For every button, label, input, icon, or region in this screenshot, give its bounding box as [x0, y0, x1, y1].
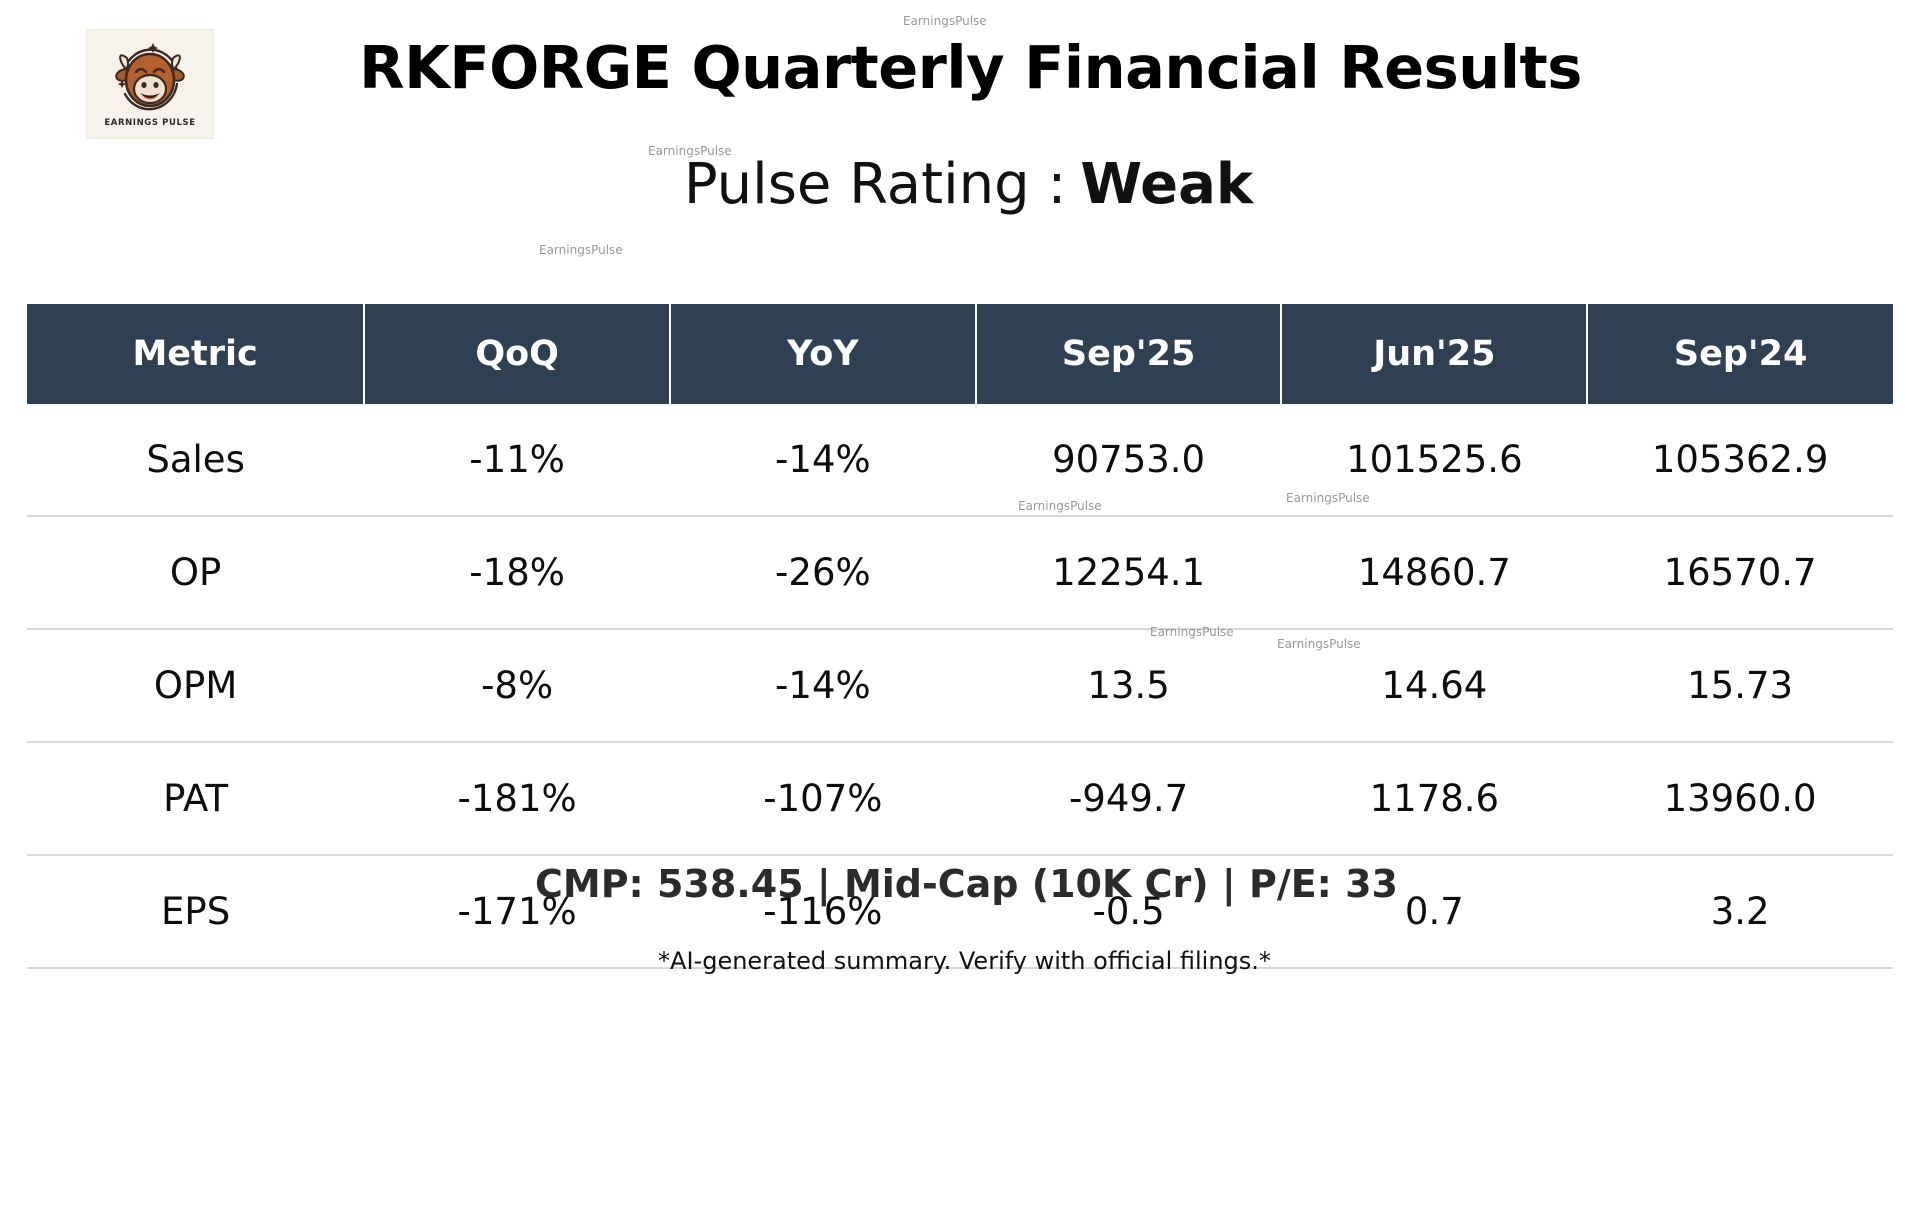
brand-logo: EARNINGS PULSE [86, 29, 214, 139]
cell-qoq: -171% [364, 855, 670, 969]
cell-metric: OP [27, 516, 365, 630]
pulse-rating-value: Weak [1080, 152, 1254, 217]
bull-mascot-icon [115, 43, 185, 111]
cell-sep24: 13960.0 [1587, 742, 1893, 856]
cell-metric: Sales [27, 404, 365, 517]
column-header-sep24: Sep'24 [1587, 304, 1893, 404]
cell-jun25: 14860.7 [1281, 516, 1588, 630]
cell-sep24: 105362.9 [1587, 404, 1893, 517]
cell-jun25: 1178.6 [1281, 742, 1588, 856]
cell-jun25: 101525.6 [1281, 404, 1588, 517]
table-row: OPM -8% -14% 13.5 14.64 15.73 [27, 629, 1893, 743]
pulse-rating-label: Pulse Rating : [683, 152, 1067, 217]
column-header-yoy: YoY [669, 304, 977, 404]
cmp-summary-line: CMP: 538.45 | Mid-Cap (10K Cr) | P/E: 33 [535, 862, 1398, 906]
cell-yoy: -107% [669, 742, 976, 856]
cell-metric: OPM [27, 629, 365, 743]
column-header-sep25: Sep'25 [975, 304, 1283, 404]
watermark: EarningsPulse [903, 14, 987, 28]
watermark: EarningsPulse [539, 243, 623, 257]
table-row: EPS -171% -116% -0.5 0.7 3.2 [27, 855, 1893, 969]
cell-qoq: -18% [364, 516, 670, 630]
table-header: Metric QoQ YoY Sep'25 Jun'25 Sep'24 [27, 304, 1893, 404]
cell-sep25: -0.5 [975, 855, 1282, 969]
financial-results-table-container: Metric QoQ YoY Sep'25 Jun'25 Sep'24 Sale… [27, 304, 1893, 969]
disclaimer-text: *AI-generated summary. Verify with offic… [658, 947, 1271, 975]
cell-yoy: -26% [669, 516, 976, 630]
table-row: PAT -181% -107% -949.7 1178.6 13960.0 [27, 742, 1893, 856]
cell-yoy: -14% [669, 629, 976, 743]
column-header-metric: Metric [27, 304, 366, 404]
cell-yoy: -14% [669, 404, 976, 517]
table-row: Sales -11% -14% 90753.0 101525.6 105362.… [27, 404, 1893, 517]
cell-qoq: -181% [364, 742, 670, 856]
cell-sep25: 13.5 [975, 629, 1282, 743]
cell-sep25: -949.7 [975, 742, 1282, 856]
logo-caption: EARNINGS PULSE [104, 118, 196, 128]
column-header-qoq: QoQ [364, 304, 671, 404]
table-header-row: Metric QoQ YoY Sep'25 Jun'25 Sep'24 [27, 304, 1893, 404]
cell-sep25: 90753.0 [975, 404, 1282, 517]
cell-metric: EPS [27, 855, 365, 969]
table-body: Sales -11% -14% 90753.0 101525.6 105362.… [27, 404, 1893, 969]
column-header-jun25: Jun'25 [1281, 304, 1589, 404]
cell-metric: PAT [27, 742, 365, 856]
cell-sep24: 3.2 [1587, 855, 1893, 969]
cell-sep24: 16570.7 [1587, 516, 1893, 630]
cell-sep25: 12254.1 [975, 516, 1282, 630]
financial-results-table: Metric QoQ YoY Sep'25 Jun'25 Sep'24 Sale… [27, 304, 1893, 969]
pulse-rating-line: Pulse Rating : Weak [0, 152, 1919, 217]
cell-sep24: 15.73 [1587, 629, 1893, 743]
table-row: OP -18% -26% 12254.1 14860.7 16570.7 [27, 516, 1893, 630]
cell-jun25: 14.64 [1281, 629, 1588, 743]
page-title: RKFORGE Quarterly Financial Results [359, 33, 1582, 102]
cell-qoq: -8% [364, 629, 670, 743]
cell-yoy: -116% [669, 855, 976, 969]
cell-qoq: -11% [364, 404, 670, 517]
cell-jun25: 0.7 [1281, 855, 1588, 969]
